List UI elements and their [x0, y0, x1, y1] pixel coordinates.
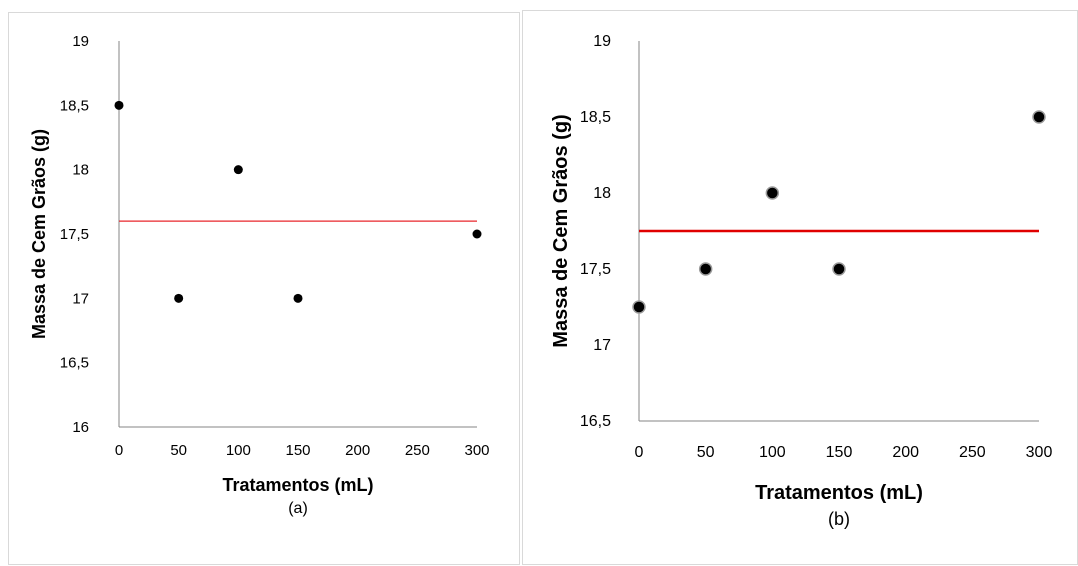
chart-panel-b: 16,5 17 17,5 18 18,5 19 0 50 100 150 200 250 300 Trat… — [522, 10, 1078, 565]
y-tick-label: 17,5 — [60, 226, 89, 243]
x-tick-label: 50 — [170, 442, 187, 459]
y-tick-label: 18,5 — [60, 97, 89, 114]
scatter-chart-a: 16 16,5 17 17,5 18 18,5 19 0 50 100 150 200 250 300 Tr… — [29, 33, 490, 517]
y-tick-label: 17,5 — [580, 261, 611, 278]
x-tick-label: 200 — [892, 444, 919, 461]
chart-panel-a: 16 16,5 17 17,5 18 18,5 19 0 50 100 150 200 250 300 Tr… — [8, 12, 520, 565]
y-tick-label: 17 — [72, 290, 89, 307]
x-tick-label: 0 — [635, 444, 644, 461]
x-tick-label: 300 — [464, 442, 489, 459]
x-tick-label: 300 — [1026, 444, 1053, 461]
y-tick-label: 16,5 — [60, 355, 89, 372]
y-tick-label: 18 — [72, 162, 89, 179]
x-tick-label: 250 — [959, 444, 986, 461]
data-point — [698, 262, 713, 276]
data-point — [114, 100, 124, 110]
y-tick-label: 18,5 — [580, 109, 611, 126]
data-point — [174, 293, 184, 303]
data-point — [832, 262, 846, 276]
y-tick-label: 17 — [593, 337, 611, 354]
y-axis-title: Massa de Cem Grãos (g) — [550, 114, 572, 347]
x-tick-label: 150 — [826, 444, 853, 461]
x-tick-label: 100 — [226, 442, 251, 459]
x-tick-label: 200 — [345, 442, 370, 459]
x-tick-label: 50 — [697, 444, 715, 461]
y-tick-label: 18 — [593, 185, 611, 202]
data-point — [233, 165, 243, 175]
y-tick-label: 19 — [72, 33, 89, 50]
data-point — [293, 293, 303, 303]
panel-label: (b) — [828, 509, 850, 529]
data-point — [632, 300, 646, 314]
x-tick-label: 100 — [759, 444, 786, 461]
x-axis-title: Tratamentos (mL) — [755, 482, 923, 504]
x-tick-label: 0 — [115, 442, 123, 459]
x-tick-label: 250 — [405, 442, 430, 459]
panel-label: (a) — [288, 500, 308, 517]
y-axis-title: Massa de Cem Grãos (g) — [29, 129, 49, 339]
scatter-chart-b: 16,5 17 17,5 18 18,5 19 0 50 100 150 200 250 300 Trat… — [550, 33, 1053, 529]
y-tick-label: 16,5 — [580, 413, 611, 430]
x-axis-title: Tratamentos (mL) — [222, 475, 373, 495]
data-point — [472, 229, 482, 239]
data-point — [765, 186, 780, 200]
x-tick-label: 150 — [285, 442, 310, 459]
y-tick-label: 19 — [593, 33, 611, 50]
y-tick-label: 16 — [72, 419, 89, 436]
data-point — [1032, 110, 1046, 124]
